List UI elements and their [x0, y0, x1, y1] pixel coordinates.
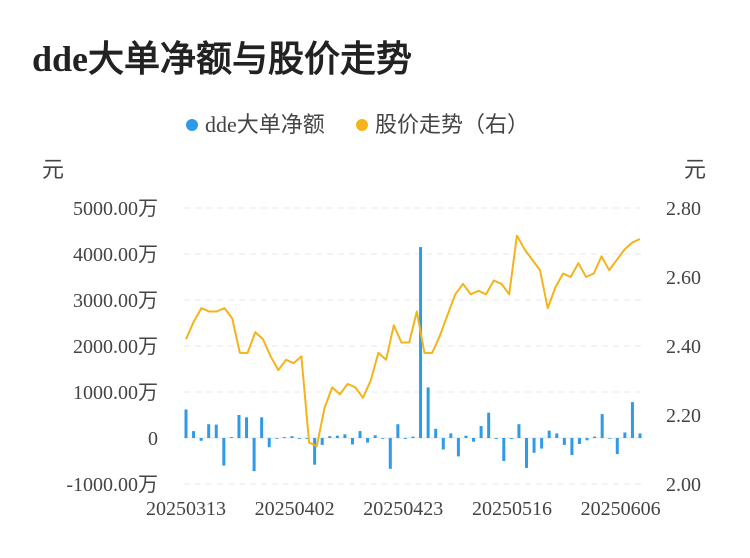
- dde-bar: [343, 434, 347, 438]
- dde-bar: [434, 428, 438, 438]
- dde-bar: [472, 438, 476, 442]
- dde-bar: [184, 409, 188, 438]
- dde-bar: [290, 436, 294, 438]
- y-left-tick-label: 0: [148, 428, 158, 450]
- legend-label: dde大单净额: [205, 112, 325, 137]
- dde-bar: [207, 424, 211, 438]
- dde-bar: [305, 438, 309, 439]
- y-right-tick-label: 2.80: [666, 198, 701, 220]
- dde-bar: [487, 412, 491, 438]
- price-line-series: [185, 234, 641, 448]
- dde-bar: [600, 414, 604, 438]
- dde-bar: [252, 438, 256, 472]
- dde-bar: [282, 437, 286, 438]
- dde-bar: [237, 415, 241, 438]
- legend-label: 股价走势（右）: [375, 112, 529, 137]
- dde-bar: [555, 433, 559, 438]
- y-right-tick-label: 2.40: [666, 336, 701, 358]
- dde-bar: [585, 438, 589, 441]
- dde-bar-series: [184, 247, 642, 472]
- legend-marker: [186, 119, 198, 131]
- dde-bar: [464, 435, 468, 438]
- dde-bar: [411, 436, 415, 438]
- dde-bar: [517, 424, 521, 438]
- dde-bar: [199, 438, 203, 441]
- dde-bar: [593, 436, 597, 438]
- dde-bar: [260, 417, 264, 438]
- y-right-tick-label: 2.60: [666, 267, 701, 289]
- dde-bar: [320, 438, 324, 445]
- dde-bar: [608, 438, 612, 439]
- dde-bar: [577, 438, 581, 444]
- dde-bar: [275, 438, 279, 439]
- dde-bar: [494, 438, 498, 439]
- price-line: [185, 234, 641, 448]
- dde-bar: [373, 435, 377, 438]
- dde-bar: [638, 433, 642, 438]
- axis-labels: -1000.00万 0 1000.00万 2000.00万 3000.00万 4000.0…: [42, 157, 706, 520]
- dde-bar: [525, 438, 528, 468]
- dde-bar: [426, 387, 430, 438]
- x-tick-label: 20250423: [363, 498, 443, 520]
- dde-bar: [358, 431, 362, 438]
- dde-bar: [328, 436, 332, 438]
- dde-bar: [403, 438, 407, 439]
- dde-bar: [479, 426, 483, 438]
- chart-title: dde大单净额与股价走势: [32, 39, 413, 79]
- y-left-tick-label: 1000.00万: [73, 382, 158, 404]
- dde-bar: [313, 438, 317, 465]
- dde-bar: [350, 438, 354, 445]
- y-right-unit-label: 元: [684, 157, 706, 182]
- dde-bar: [366, 438, 370, 443]
- dde-bar: [419, 247, 423, 438]
- dde-bar: [214, 424, 218, 438]
- dde-bar: [381, 438, 385, 439]
- dde-bar: [267, 438, 271, 448]
- dde-bar: [222, 438, 226, 466]
- dde-bar: [532, 438, 536, 453]
- dde-bar: [540, 438, 544, 449]
- legend[interactable]: dde大单净额 股价走势（右）: [186, 112, 529, 137]
- legend-marker: [356, 119, 368, 131]
- y-left-tick-label: -1000.00万: [66, 474, 158, 496]
- x-tick-label: 20250516: [472, 498, 552, 520]
- dde-bar: [229, 437, 233, 438]
- y-right-tick-label: 2.20: [666, 405, 701, 427]
- dde-bar: [192, 431, 196, 438]
- dde-bar: [449, 433, 453, 438]
- dde-bar: [245, 417, 249, 438]
- x-tick-label: 20250402: [255, 498, 335, 520]
- dde-bar: [509, 438, 513, 439]
- y-left-unit-label: 元: [42, 157, 64, 182]
- dde-bar: [396, 424, 400, 438]
- dde-bar: [547, 430, 551, 438]
- x-tick-label: 20250313: [146, 498, 226, 520]
- dde-bar: [335, 435, 339, 438]
- y-left-tick-label: 2000.00万: [73, 336, 158, 358]
- y-left-tick-label: 4000.00万: [73, 244, 158, 266]
- dde-bar: [441, 438, 445, 450]
- dde-bar: [456, 438, 460, 457]
- dde-bar: [570, 438, 574, 456]
- dde-bar: [623, 432, 627, 438]
- dde-bar: [502, 438, 506, 461]
- y-right-tick-label: 2.00: [666, 474, 701, 496]
- dde-bar: [298, 438, 301, 439]
- dde-bar: [562, 438, 566, 445]
- y-left-tick-label: 5000.00万: [73, 198, 158, 220]
- dde-bar: [388, 438, 392, 469]
- x-tick-label: 20250606: [581, 498, 661, 520]
- dde-bar: [630, 402, 634, 438]
- y-left-tick-label: 3000.00万: [73, 290, 158, 312]
- dde-bar: [615, 438, 619, 455]
